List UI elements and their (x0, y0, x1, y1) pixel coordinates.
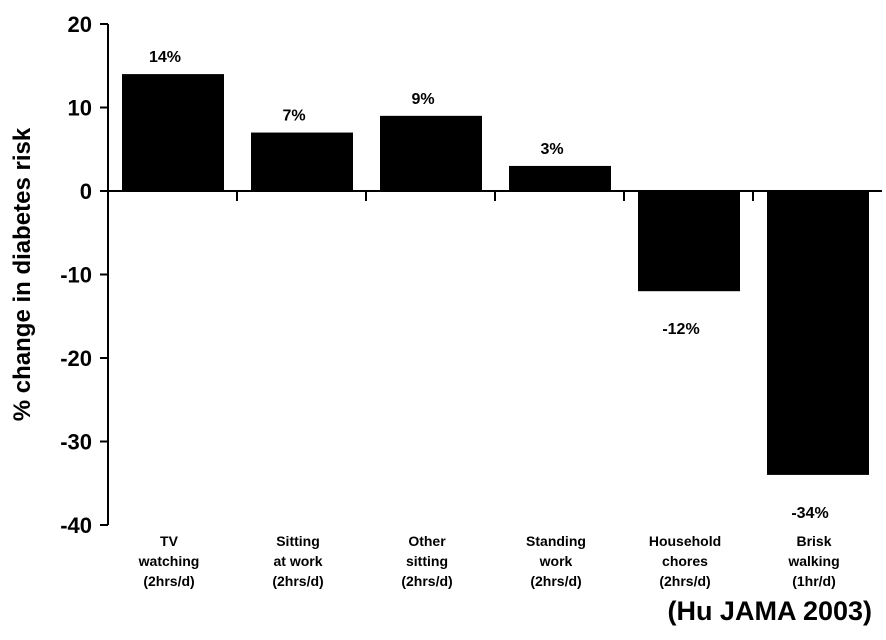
category-label-line: Standing (526, 533, 586, 549)
data-label: 3% (540, 141, 563, 158)
y-tick-label: -30 (60, 430, 92, 455)
bar (122, 74, 224, 191)
y-tick-label: -10 (60, 263, 92, 288)
data-label: -34% (791, 505, 828, 522)
bar (380, 115, 482, 191)
data-label: -12% (662, 321, 699, 338)
category-label: Household chores (2hrs/d) (649, 533, 721, 589)
data-label: 7% (282, 108, 305, 125)
category-label-line: (1hr/d) (792, 573, 836, 589)
source-citation: (Hu JAMA 2003) (667, 596, 872, 626)
y-tick-label: -20 (60, 346, 92, 371)
category-label-line: chores (662, 553, 708, 569)
category-label-line: watching (138, 553, 200, 569)
category-label-line: (2hrs/d) (272, 573, 323, 589)
bar (509, 165, 611, 191)
data-label: 14% (149, 49, 181, 66)
y-tick-label: 10 (68, 96, 92, 121)
category-label-line: TV (160, 533, 179, 549)
category-label: Other sitting (2hrs/d) (401, 533, 452, 589)
category-label-line: walking (787, 553, 839, 569)
category-label-line: Other (408, 533, 446, 549)
category-label-line: sitting (406, 553, 448, 569)
y-axis-title: % change in diabetes risk (9, 127, 36, 421)
bar (638, 191, 740, 292)
y-tick-label: -40 (60, 513, 92, 538)
category-label: Standing work (2hrs/d) (526, 533, 586, 589)
bar (767, 191, 869, 475)
category-label-line: (2hrs/d) (659, 573, 710, 589)
category-label-line: Brisk (796, 533, 831, 549)
y-tick-label: 20 (68, 12, 92, 37)
y-tick-label: 0 (80, 179, 92, 204)
category-label-line: (2hrs/d) (530, 573, 581, 589)
category-label: Sitting at work (2hrs/d) (272, 533, 323, 589)
category-label-line: Household (649, 533, 721, 549)
data-label: 9% (411, 91, 434, 108)
category-label: TV watching (2hrs/d) (138, 533, 200, 589)
bar (251, 132, 353, 191)
category-label-line: (2hrs/d) (143, 573, 194, 589)
category-label-line: (2hrs/d) (401, 573, 452, 589)
category-label-line: work (539, 553, 573, 569)
category-label: Brisk walking (1hr/d) (787, 533, 839, 589)
category-label-line: Sitting (276, 533, 320, 549)
category-label-line: at work (273, 553, 322, 569)
